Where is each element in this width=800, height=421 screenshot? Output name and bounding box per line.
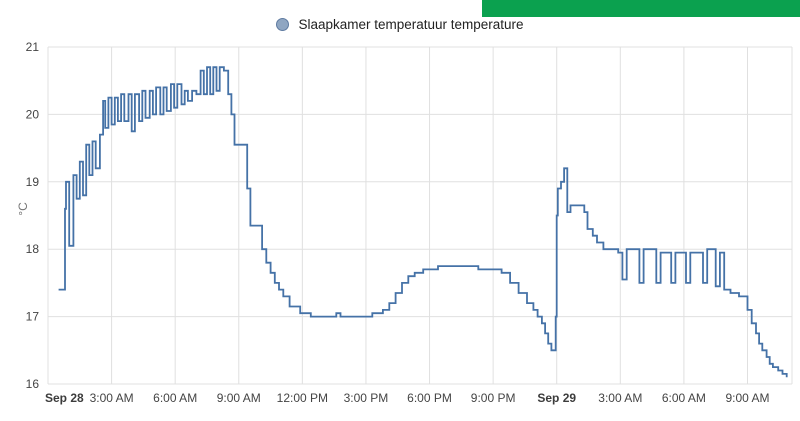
temperature-series-line [58,66,788,378]
x-tick-label: 6:00 PM [407,391,452,405]
y-tick-label: 18 [26,242,40,256]
x-tick-label: 9:00 PM [471,391,516,405]
y-tick-label: 16 [26,377,40,391]
y-tick-label: 19 [26,175,40,189]
x-tick-label: 12:00 PM [277,391,328,405]
x-tick-label: 3:00 AM [598,391,642,405]
x-tick-label: Sep 28 [45,391,84,405]
x-tick-label: 3:00 AM [90,391,134,405]
y-tick-label: 21 [26,40,40,54]
x-tick-label: 6:00 AM [662,391,706,405]
y-tick-label: 20 [26,107,40,121]
x-tick-label: Sep 29 [537,391,576,405]
y-tick-label: 17 [26,310,40,324]
chart-legend: Slaapkamer temperatuur temperature [0,17,800,32]
series-marker-icon [276,18,290,31]
x-tick-label: 9:00 AM [725,391,769,405]
x-tick-label: 3:00 PM [344,391,389,405]
x-tick-label: 6:00 AM [153,391,197,405]
top-right-partial-panel [482,0,800,17]
x-tick-label: 9:00 AM [217,391,261,405]
series-legend-label: Slaapkamer temperatuur temperature [298,17,524,32]
